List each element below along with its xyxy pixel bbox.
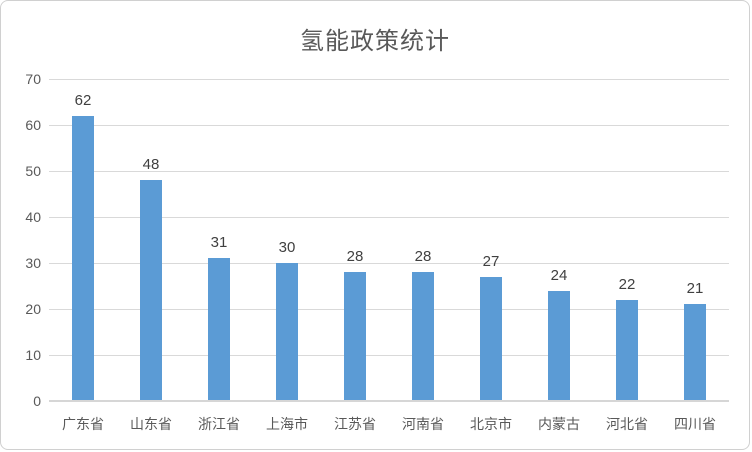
y-axis-tick-label: 70 [25,71,41,87]
y-axis-tick-label: 30 [25,255,41,271]
y-axis-tick-label: 60 [25,117,41,133]
bar-data-label: 28 [346,248,364,266]
x-axis-tick-label: 四川省 [674,416,716,432]
bar-data-label: 24 [550,266,568,284]
gridline [49,354,729,356]
bar-data-label: 28 [414,248,432,266]
y-axis-tick-label: 40 [25,209,41,225]
y-axis-tick-label: 10 [25,347,41,363]
bar-data-label: 27 [482,252,500,270]
bar [140,180,162,400]
y-axis-tick-label: 0 [33,393,41,409]
x-axis-tick-label: 广东省 [62,416,104,432]
bar-data-label: 22 [618,275,636,293]
bar [72,115,94,400]
x-axis-tick-label: 内蒙古 [538,416,580,432]
bar [276,263,298,400]
gridline [49,170,729,172]
y-axis-tick-label: 50 [25,163,41,179]
bar-data-label: 30 [278,239,296,256]
gridline [49,216,729,218]
chart-title: 氢能政策统计 [300,28,450,55]
bar [208,258,230,400]
x-axis-tick-label: 上海市 [266,416,308,432]
x-axis-tick-label: 河北省 [606,416,648,432]
bar [480,276,502,400]
x-axis-tick-label: 江苏省 [334,416,376,432]
gridline [49,308,729,310]
x-axis-tick-label: 山东省 [130,416,172,432]
bar-data-label: 48 [142,156,160,174]
bar [684,304,706,400]
x-axis-tick-label: 河南省 [402,416,444,432]
bar [616,299,638,400]
y-axis-tick-label: 20 [25,301,41,317]
bar [412,272,434,400]
bar [344,272,366,400]
bar-data-label: 21 [686,280,704,298]
x-axis-line [49,400,729,402]
bar-data-label: 31 [210,234,228,252]
gridline [49,78,729,80]
gridline [49,124,729,126]
gridline [49,262,729,264]
x-axis-tick-label: 浙江省 [198,416,240,432]
x-axis-tick-label: 北京市 [470,416,512,432]
bar-data-label: 62 [74,91,92,109]
bar [548,290,570,400]
